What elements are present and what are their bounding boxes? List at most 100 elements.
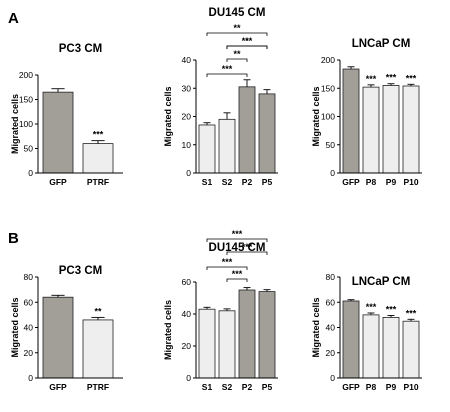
y-tick-label: 0: [186, 373, 191, 383]
comparison-bracket: [206, 73, 248, 77]
y-tick-label: 20: [182, 341, 192, 351]
bracket-label: **: [233, 49, 241, 59]
significance-label: ***: [406, 308, 417, 318]
y-tick-label: 50: [326, 140, 336, 150]
significance-label: ***: [386, 73, 397, 83]
significance-label: ***: [366, 302, 377, 312]
y-tick-label: 60: [182, 277, 192, 287]
category-label: P5: [262, 177, 273, 187]
bracket-label: **: [233, 23, 241, 33]
category-label: PTRF: [87, 177, 109, 187]
bar-gfp: [42, 91, 74, 174]
chart-title: PC3 CM: [59, 43, 102, 55]
bar-p5: [258, 93, 276, 174]
y-axis-title: Migrated cells: [311, 86, 321, 146]
significance-label: ***: [93, 130, 104, 140]
category-label: GFP: [49, 382, 67, 392]
bar-p10: [402, 85, 420, 174]
bar-p5: [258, 291, 276, 379]
bracket-label: ***: [232, 269, 243, 279]
bar-p2: [238, 86, 256, 174]
significance-label: **: [94, 306, 102, 316]
y-tick-label: 40: [182, 309, 192, 319]
y-tick-label: 150: [19, 95, 33, 105]
y-tick-label: 20: [326, 348, 336, 358]
bar-ptrf: [82, 319, 114, 379]
y-tick-label: 100: [321, 112, 335, 122]
comparison-bracket: [206, 266, 248, 270]
category-label: S2: [222, 177, 233, 187]
bar-gfp: [342, 68, 360, 174]
chart-title: PC3 CM: [59, 265, 102, 277]
bracket-label: ***: [222, 64, 233, 74]
y-tick-label: 200: [321, 55, 335, 65]
category-label: P2: [242, 177, 253, 187]
y-axis-title: Migrated cells: [311, 297, 321, 357]
bar-gfp: [42, 296, 74, 379]
category-label: P2: [242, 382, 253, 392]
chart-title: DU145 CM: [209, 7, 266, 19]
bar-p8: [362, 86, 380, 174]
bar-s1: [198, 308, 216, 379]
y-tick-label: 50: [24, 144, 34, 154]
significance-label: ***: [406, 73, 417, 83]
bracket-label: ***: [232, 229, 243, 239]
bracket-label: *: [245, 36, 249, 46]
y-tick-label: 40: [326, 323, 336, 333]
comparison-bracket: [206, 238, 268, 242]
y-axis-title: Migrated cells: [163, 300, 173, 360]
bar-s2: [218, 310, 236, 379]
bar-ptrf: [82, 143, 114, 174]
bar-p8: [362, 314, 380, 379]
y-tick-label: 40: [182, 55, 192, 65]
bar-s2: [218, 118, 236, 174]
y-axis-title: Migrated cells: [163, 86, 173, 146]
category-label: GFP: [49, 177, 67, 187]
significance-label: ***: [366, 74, 377, 84]
y-tick-label: 150: [321, 83, 335, 93]
y-tick-label: 30: [182, 83, 192, 93]
category-label: P9: [386, 177, 397, 187]
bracket-label: ***: [242, 36, 253, 46]
y-tick-label: 60: [24, 297, 34, 307]
comparison-bracket: [226, 251, 268, 255]
category-label: P5: [262, 382, 273, 392]
chart-b-4: DU145 CM Migrated cells S1 S2 P2 P5 0 20 40 60 ***…: [163, 229, 278, 392]
category-label: GFP: [342, 382, 360, 392]
chart-b-3: PC3 CM Migrated cells GFP ** PTRF 0 20 40 60 80: [10, 265, 123, 392]
category-label: P8: [366, 382, 377, 392]
category-label: S1: [202, 382, 213, 392]
comparison-bracket: [226, 45, 268, 49]
category-label: S2: [222, 382, 233, 392]
chart-title: LNCaP CM: [352, 276, 411, 288]
chart-a-1: DU145 CM Migrated cells S1 S2 P2 P5 0 10 20 30 40 *…: [163, 7, 278, 187]
comparison-bracket: [226, 278, 248, 282]
significance-label: ***: [386, 305, 397, 315]
panel-letter-a: A: [8, 10, 19, 27]
bar-s1: [198, 124, 216, 174]
chart-a-0: PC3 CM Migrated cells GFP *** PTRF 0 50 100 150 2…: [10, 43, 123, 187]
y-tick-label: 200: [19, 70, 33, 80]
y-tick-label: 0: [186, 168, 191, 178]
y-tick-label: 20: [24, 348, 34, 358]
chart-title: DU145 CM: [209, 242, 266, 254]
comparison-bracket: [226, 58, 248, 62]
bar-p2: [238, 289, 256, 379]
y-tick-label: 80: [326, 272, 336, 282]
y-tick-label: 0: [330, 373, 335, 383]
category-label: PTRF: [87, 382, 109, 392]
chart-b-5: LNCaP CM Migrated cells GFP *** P8 *** P9 *** P1…: [311, 272, 422, 392]
chart-title: LNCaP CM: [352, 38, 411, 50]
y-tick-label: 0: [28, 373, 33, 383]
category-label: GFP: [342, 177, 360, 187]
chart-a-2: LNCaP CM Migrated cells GFP *** P8 *** P9 *** P1…: [311, 38, 422, 187]
category-label: P9: [386, 382, 397, 392]
category-label: P10: [403, 382, 418, 392]
bar-p9: [382, 85, 400, 174]
panel-letter-b: B: [8, 230, 19, 247]
bracket-label: ***: [242, 242, 253, 252]
bar-p9: [382, 316, 400, 379]
y-tick-label: 20: [182, 112, 192, 122]
